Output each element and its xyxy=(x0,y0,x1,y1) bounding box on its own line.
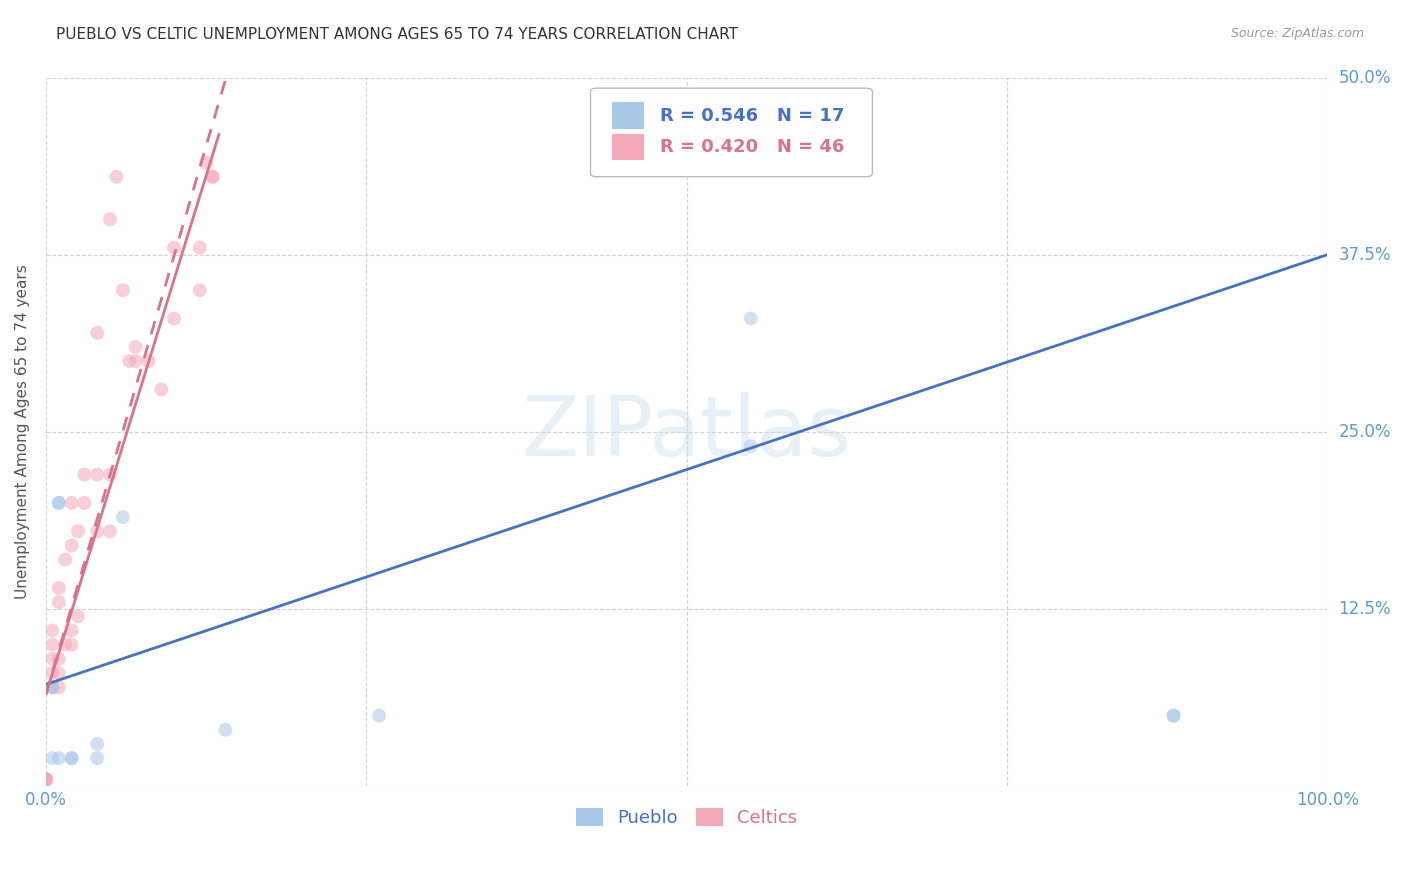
Point xyxy=(740,439,762,453)
Point xyxy=(118,354,141,368)
Point xyxy=(41,680,63,694)
Point xyxy=(98,467,121,482)
Point xyxy=(41,638,63,652)
Point xyxy=(98,212,121,227)
Point xyxy=(214,723,236,737)
Point xyxy=(201,169,224,184)
FancyBboxPatch shape xyxy=(612,134,644,161)
Point xyxy=(60,638,83,652)
Point xyxy=(111,510,134,524)
Point xyxy=(163,241,186,255)
Point xyxy=(41,680,63,694)
Point xyxy=(188,283,211,297)
Y-axis label: Unemployment Among Ages 65 to 74 years: Unemployment Among Ages 65 to 74 years xyxy=(15,265,30,599)
Point xyxy=(41,751,63,765)
Point xyxy=(41,680,63,694)
Point xyxy=(73,467,96,482)
Point xyxy=(163,311,186,326)
Point xyxy=(60,624,83,638)
Point xyxy=(124,354,146,368)
Point xyxy=(98,524,121,539)
Point xyxy=(35,772,58,787)
Point xyxy=(60,538,83,552)
Point xyxy=(35,772,58,787)
Point xyxy=(73,496,96,510)
Point xyxy=(35,772,58,787)
Legend: Pueblo, Celtics: Pueblo, Celtics xyxy=(568,800,804,834)
Point xyxy=(53,552,76,566)
Point xyxy=(1163,708,1185,723)
Point xyxy=(86,751,108,765)
Point xyxy=(35,772,58,787)
Point xyxy=(48,595,70,609)
Point xyxy=(150,383,173,397)
Text: Source: ZipAtlas.com: Source: ZipAtlas.com xyxy=(1230,27,1364,40)
Point xyxy=(41,624,63,638)
Text: ZIPatlas: ZIPatlas xyxy=(522,392,852,473)
Text: 50.0%: 50.0% xyxy=(1339,69,1391,87)
Point xyxy=(60,751,83,765)
FancyBboxPatch shape xyxy=(591,88,872,177)
Point xyxy=(86,326,108,340)
Point xyxy=(48,496,70,510)
Point xyxy=(195,155,218,169)
Point xyxy=(138,354,160,368)
Point xyxy=(740,311,762,326)
Point xyxy=(86,524,108,539)
Point xyxy=(60,496,83,510)
Point xyxy=(48,652,70,666)
Point xyxy=(35,772,58,787)
FancyBboxPatch shape xyxy=(612,103,644,129)
Point xyxy=(86,467,108,482)
Point xyxy=(111,283,134,297)
Point xyxy=(124,340,146,354)
Point xyxy=(201,169,224,184)
Point xyxy=(105,169,128,184)
Text: 12.5%: 12.5% xyxy=(1339,600,1391,618)
Point xyxy=(188,241,211,255)
Text: R = 0.546   N = 17: R = 0.546 N = 17 xyxy=(659,107,844,125)
Point xyxy=(368,708,391,723)
Point xyxy=(48,666,70,681)
Point xyxy=(60,751,83,765)
Point xyxy=(48,751,70,765)
Point xyxy=(53,638,76,652)
Text: PUEBLO VS CELTIC UNEMPLOYMENT AMONG AGES 65 TO 74 YEARS CORRELATION CHART: PUEBLO VS CELTIC UNEMPLOYMENT AMONG AGES… xyxy=(56,27,738,42)
Point xyxy=(66,609,89,624)
Text: 25.0%: 25.0% xyxy=(1339,423,1391,441)
Point xyxy=(41,652,63,666)
Text: R = 0.420   N = 46: R = 0.420 N = 46 xyxy=(659,138,844,156)
Point xyxy=(41,666,63,681)
Point xyxy=(86,737,108,751)
Point xyxy=(1163,708,1185,723)
Point xyxy=(48,581,70,595)
Point xyxy=(48,680,70,694)
Point xyxy=(48,496,70,510)
Point xyxy=(66,524,89,539)
Text: 37.5%: 37.5% xyxy=(1339,246,1391,264)
Point xyxy=(35,772,58,787)
